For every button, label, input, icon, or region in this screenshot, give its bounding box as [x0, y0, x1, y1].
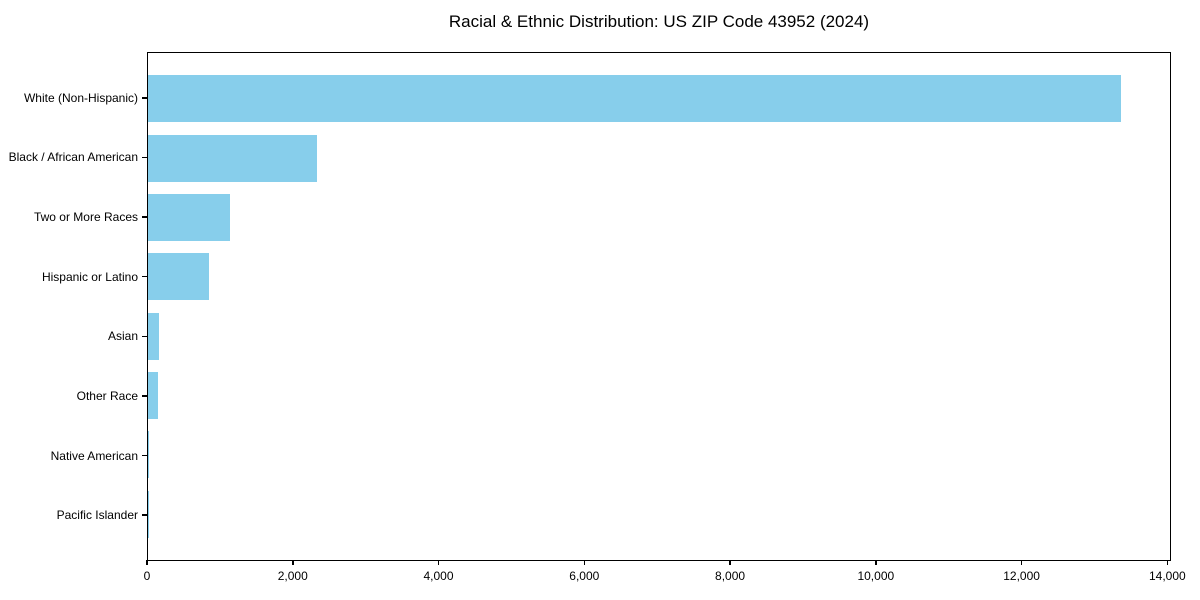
y-axis-label: Asian — [107, 329, 138, 344]
y-tick-mark — [142, 514, 147, 516]
bar-row — [148, 485, 1170, 544]
y-tick-mark — [142, 454, 147, 457]
y-axis-row: Pacific Islander — [0, 485, 147, 545]
x-tick-label: 12,000 — [1003, 569, 1040, 583]
y-tick-mark — [142, 275, 147, 278]
bar-black-african-american — [148, 134, 317, 182]
bar-row — [148, 366, 1170, 425]
y-tick-mark — [142, 156, 147, 159]
y-axis-label: Other Race — [76, 388, 138, 403]
bar-row — [148, 307, 1170, 366]
bar-row — [148, 188, 1170, 247]
bar-row — [148, 425, 1170, 484]
y-axis-row: Asian — [0, 307, 147, 367]
y-axis-row: Hispanic or Latino — [0, 247, 147, 307]
x-tick-label: 10,000 — [857, 569, 895, 583]
y-tick-mark — [142, 395, 147, 397]
bar-two-or-more-races — [148, 193, 231, 241]
chart-title: Racial & Ethnic Distribution: US ZIP Cod… — [448, 12, 870, 31]
y-axis-row: Two or More Races — [0, 187, 147, 247]
y-axis-row: Other Race — [0, 366, 147, 426]
y-axis-label: White (Non-Hispanic) — [23, 90, 138, 105]
x-tick-mark — [875, 560, 877, 565]
x-tick-label: 0 — [143, 569, 151, 583]
x-tick-mark — [1166, 560, 1169, 565]
y-axis-label: Pacific Islander — [56, 508, 138, 523]
plot-area — [147, 52, 1171, 561]
y-axis-row: Native American — [0, 426, 147, 486]
x-tick-mark — [292, 560, 294, 565]
bar-row — [148, 69, 1170, 128]
x-tick-mark — [437, 560, 440, 565]
x-tick-label: 8,000 — [715, 569, 746, 583]
bars-container — [148, 53, 1170, 560]
x-tick-mark — [583, 560, 586, 565]
y-axis-label: Two or More Races — [33, 210, 138, 225]
y-tick-mark — [142, 97, 147, 99]
bar-row — [148, 128, 1170, 187]
bar-asian — [148, 312, 160, 360]
bar-native-american — [148, 431, 150, 479]
y-tick-mark — [142, 216, 147, 218]
y-axis-row: White (Non-Hispanic) — [0, 68, 147, 128]
x-tick-mark — [146, 560, 148, 565]
bar-other-race — [148, 372, 159, 420]
x-axis: 0 2,000 4,000 6,000 8,000 10,000 12,000 14,000 — [143, 560, 1186, 594]
bar-hispanic-or-latino — [148, 253, 210, 301]
x-tick-mark — [729, 560, 731, 565]
y-axis-labels: White (Non-Hispanic) Black / African Amer… — [0, 52, 147, 561]
x-tick-label: 4,000 — [423, 569, 454, 583]
x-tick-label: 6,000 — [569, 569, 600, 583]
y-axis-label: Black / African American — [8, 150, 138, 165]
bar-white-non-hispanic — [148, 75, 1122, 123]
x-tick-label: 14,000 — [1148, 569, 1186, 583]
y-axis-label: Native American — [50, 448, 138, 463]
y-axis-label: Hispanic or Latino — [41, 269, 138, 284]
bar-row — [148, 247, 1170, 306]
x-tick-label: 2,000 — [277, 569, 308, 583]
y-axis-row: Black / African American — [0, 128, 147, 188]
x-tick-mark — [1020, 560, 1023, 565]
y-tick-mark — [142, 335, 147, 338]
